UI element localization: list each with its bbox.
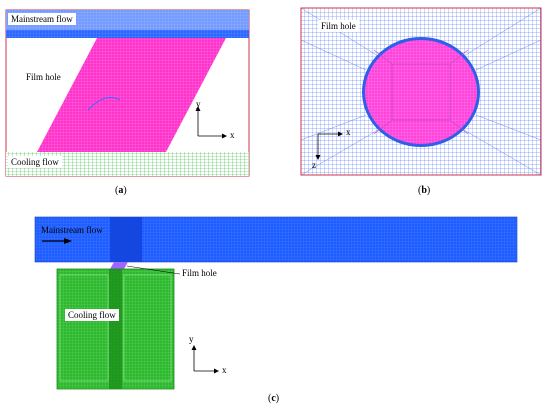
panel-b: Film hole x z (b) [296,0,546,200]
panel-c-axis-y-label: y [189,334,194,344]
panel-a-mesh [5,9,250,177]
panel-b-axis-z-label: z [312,160,316,170]
panel-b-film-hole-region [365,40,477,144]
panel-c-film-hole-region [110,262,128,269]
panel-c-mesh [34,216,518,390]
panel-a-caption: (a) [115,185,127,196]
panel-c-film-hole-leader [126,265,181,275]
panel-c-mainstream-label: Mainstream flow [41,225,103,235]
panel-c-caption: (c) [268,393,280,404]
panel-a-axis-y-label: y [196,99,201,109]
panel-c-axis-x-label: x [222,365,227,375]
panel-b-axis-x-label: x [346,127,351,137]
panel-a-cooling-label: Cooling flow [8,156,62,168]
panel-b-axes-icon [315,131,343,160]
panel-c-flow-arrow-icon [42,238,72,244]
panel-a-film-hole-region [37,38,226,152]
panel-c-cooling-label: Cooling flow [65,309,119,321]
panel-c-axes-icon [191,345,219,374]
panel-b-caption: (b) [418,185,431,196]
panel-a-film-hole-label: Film hole [26,72,61,82]
panel-a-axes-icon [195,106,227,139]
panel-b-film-hole-label: Film hole [318,20,359,32]
panel-b-mesh [300,7,542,176]
panel-c-mainstream-region [34,216,518,263]
panel-a: Mainstream flow Film hole Cooling flow y… [0,0,260,200]
panel-c-film-hole-label: Film hole [182,268,217,278]
panel-a-axis-x-label: x [230,130,235,140]
panel-a-mainstream-label: Mainstream flow [8,13,76,25]
panel-c: Mainstream flow Film hole Cooling flow y… [0,205,550,410]
